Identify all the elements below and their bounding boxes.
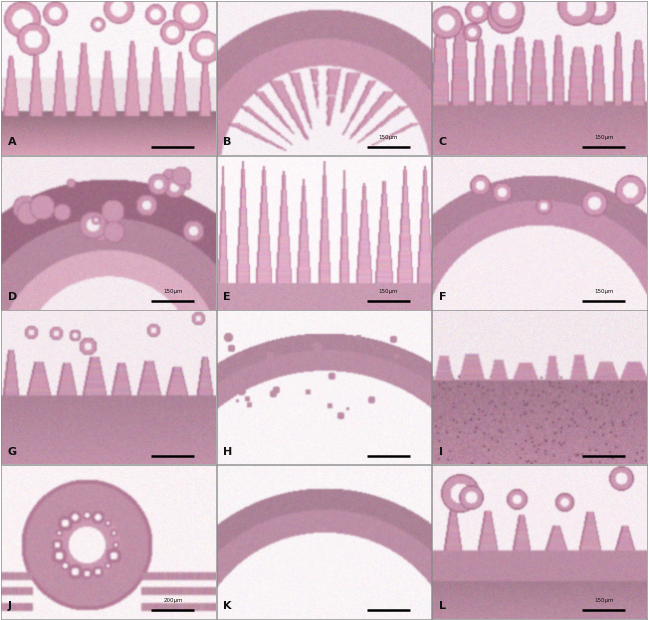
Text: D: D bbox=[8, 292, 17, 302]
Text: 200μm: 200μm bbox=[163, 598, 183, 603]
Text: K: K bbox=[223, 601, 231, 611]
Text: B: B bbox=[223, 138, 231, 148]
Text: 150μm: 150μm bbox=[378, 135, 398, 140]
Text: F: F bbox=[439, 292, 446, 302]
Text: 150μm: 150μm bbox=[594, 290, 614, 294]
Text: C: C bbox=[439, 138, 446, 148]
Text: 150μm: 150μm bbox=[594, 135, 614, 140]
Text: G: G bbox=[8, 446, 17, 456]
Text: 150μm: 150μm bbox=[163, 290, 183, 294]
Text: H: H bbox=[223, 446, 233, 456]
Text: L: L bbox=[439, 601, 446, 611]
Text: 150μm: 150μm bbox=[594, 598, 614, 603]
Text: 150μm: 150μm bbox=[378, 290, 398, 294]
Text: I: I bbox=[439, 446, 443, 456]
Text: J: J bbox=[8, 601, 12, 611]
Text: E: E bbox=[223, 292, 231, 302]
Text: A: A bbox=[8, 138, 16, 148]
